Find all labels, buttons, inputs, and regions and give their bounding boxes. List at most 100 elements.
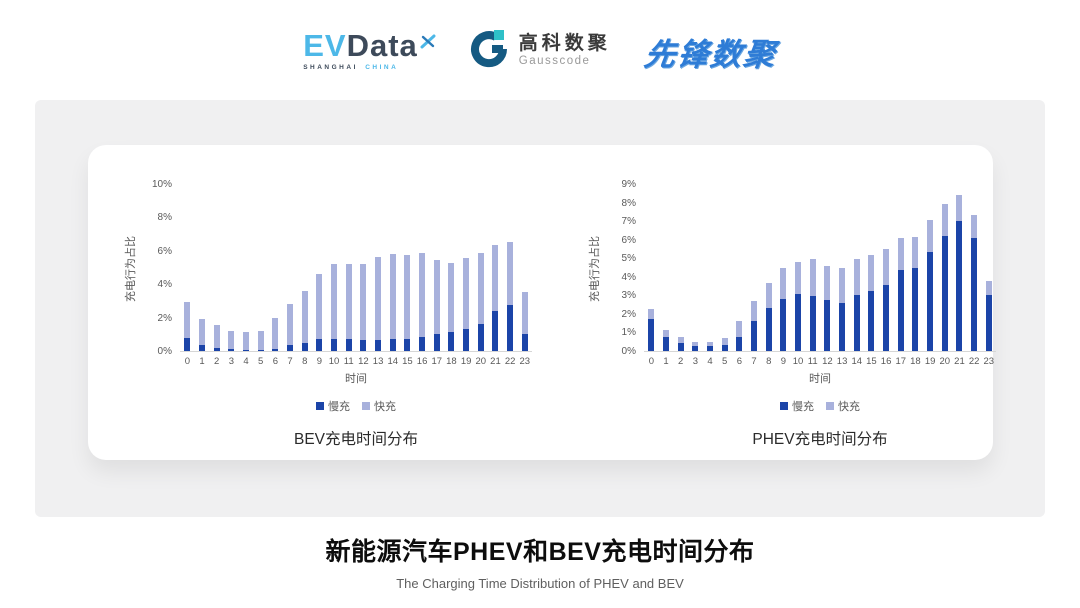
y-tick-label: 0% — [157, 346, 172, 357]
page-title: 新能源汽车PHEV和BEV充电时间分布 — [325, 538, 755, 566]
x-tick-label: 0 — [648, 356, 654, 367]
bar-segment-fast — [360, 263, 367, 341]
legend-swatch-icon — [362, 402, 370, 410]
bar-4 — [703, 185, 718, 351]
x-tick-label: 17 — [895, 356, 907, 367]
y-tick-label: 0% — [621, 346, 636, 357]
bar-segment-fast — [941, 204, 948, 236]
bar-segment-fast — [419, 253, 426, 337]
bar-12 — [356, 185, 371, 351]
bev-x-axis-title: 时间 — [345, 373, 367, 385]
bar-8 — [761, 185, 776, 351]
bar-3 — [688, 185, 703, 351]
gausscode-en-text: Gausscode — [518, 55, 591, 68]
bar-segment-slow — [345, 338, 352, 351]
bar-0 — [644, 185, 659, 351]
bar-segment-slow — [956, 221, 963, 351]
bar-segment-fast — [213, 325, 220, 348]
bar-segment-fast — [795, 261, 802, 295]
phev-legend: 慢充 快充 — [644, 398, 996, 414]
bar-segment-fast — [507, 242, 514, 306]
bar-14 — [385, 185, 400, 351]
bar-segment-fast — [477, 252, 484, 324]
bar-segment-slow — [780, 299, 787, 351]
bar-segment-slow — [419, 336, 426, 351]
x-tick-label: 19 — [460, 356, 472, 367]
bar-segment-fast — [287, 304, 294, 345]
x-tick-label: 13 — [836, 356, 848, 367]
bar-17 — [893, 185, 908, 351]
x-tick-label: 5 — [258, 356, 264, 367]
x-tick-label: 23 — [983, 356, 995, 367]
bar-10 — [791, 185, 806, 351]
bar-segment-fast — [272, 317, 279, 349]
bar-segment-fast — [463, 258, 470, 329]
bar-segment-fast — [199, 319, 205, 346]
bar-18 — [444, 185, 459, 351]
x-tick-label: 7 — [287, 356, 293, 367]
bar-23 — [517, 185, 532, 351]
bar-segment-slow — [287, 345, 294, 351]
legend-label: 快充 — [374, 401, 396, 413]
bar-segment-slow — [927, 251, 934, 351]
bar-segment-fast — [301, 291, 308, 343]
x-tick-label: 8 — [766, 356, 772, 367]
phev-y-axis-title: 充电行为占比 — [589, 235, 601, 302]
legend-swatch-icon — [826, 402, 834, 410]
evdata-ev-text: EV — [303, 28, 347, 64]
bar-segment-fast — [492, 245, 499, 311]
x-tick-label: 4 — [243, 356, 249, 367]
bar-2 — [673, 185, 688, 351]
bar-segment-slow — [868, 290, 875, 351]
x-tick-label: 3 — [228, 356, 234, 367]
bar-20 — [937, 185, 952, 351]
bev-y-axis-ticks: 0% 2% 4% 6% 8% 10% — [144, 180, 180, 357]
bar-segment-fast — [692, 341, 699, 347]
bar-segment-fast — [663, 329, 669, 338]
phev-x-axis-ticks: 0 1 2 3 4 5 6 7 8 9 10 11 12 13 14 15 16 17 18 19 20 21 22 23 — [644, 356, 996, 367]
bar-11 — [341, 185, 356, 351]
evdata-china-text: CHINA — [365, 64, 399, 72]
bar-segment-slow — [243, 349, 250, 351]
gausscode-text: 高科数聚 Gausscode — [519, 34, 611, 68]
bar-segment-slow — [521, 334, 528, 351]
x-tick-label: 16 — [880, 356, 892, 367]
y-tick-label: 3% — [621, 290, 636, 302]
legend-label: 快充 — [838, 401, 860, 413]
y-tick-label: 8% — [157, 212, 172, 224]
x-tick-label: 15 — [402, 356, 413, 367]
x-tick-label: 5 — [722, 356, 728, 367]
x-tick-label: 16 — [416, 356, 428, 367]
legend-swatch-icon — [316, 402, 324, 410]
bar-segment-slow — [912, 267, 919, 351]
bar-segment-slow — [765, 308, 772, 351]
x-tick-label: 11 — [343, 356, 354, 367]
y-tick-label: 4% — [157, 279, 172, 291]
bar-segment-slow — [692, 346, 699, 351]
bar-segment-fast — [707, 341, 714, 347]
bar-10 — [327, 185, 342, 351]
x-tick-label: 21 — [490, 356, 501, 367]
bar-segment-slow — [707, 346, 714, 351]
bev-plot-row: 充电行为占比 0% 2% 4% 6% 8% 10% — [125, 180, 532, 357]
x-tick-label: 2 — [678, 356, 684, 367]
x-tick-label: 1 — [199, 356, 205, 367]
x-tick-label: 12 — [822, 356, 833, 367]
bar-segment-slow — [463, 328, 470, 351]
bar-segment-slow — [971, 237, 978, 351]
bar-13 — [371, 185, 386, 351]
x-tick-label: 20 — [475, 356, 487, 367]
y-tick-label: 2% — [157, 312, 172, 324]
legend-item-慢充: 慢充 — [316, 398, 350, 414]
bar-21 — [952, 185, 967, 351]
bar-segment-slow — [507, 305, 514, 351]
bar-segment-fast — [721, 338, 728, 346]
bar-segment-fast — [927, 220, 934, 252]
bar-segment-fast — [780, 267, 787, 300]
bar-segment-slow — [663, 337, 669, 351]
bar-9 — [776, 185, 791, 351]
bar-segment-slow — [648, 318, 655, 351]
bar-segment-fast — [184, 301, 191, 338]
bar-segment-fast — [345, 263, 352, 339]
bar-18 — [908, 185, 923, 351]
